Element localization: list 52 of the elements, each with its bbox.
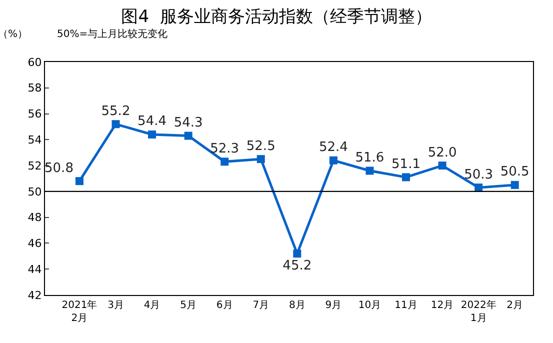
data-label: 50.5: [500, 164, 530, 180]
data-label: 50.3: [464, 167, 494, 182]
point: [402, 173, 410, 182]
y-tick-label: 48: [28, 211, 42, 224]
data-label: 52.4: [318, 140, 348, 156]
data-label: 45.2: [282, 258, 312, 274]
y-tick-label: 54: [28, 134, 42, 147]
data-label: 54.4: [138, 114, 167, 130]
point: [366, 166, 374, 175]
data-label: 52.3: [210, 141, 240, 156]
data-label: 52.0: [428, 145, 457, 160]
data-label: 54.3: [174, 116, 203, 131]
point: [293, 250, 302, 258]
data-label: 52.5: [246, 138, 276, 154]
data-label: 55.2: [101, 104, 130, 119]
y-tick-label: 56: [28, 108, 42, 121]
y-tick-label: 46: [28, 237, 42, 250]
x-tick-label: 2022年 1月: [460, 299, 496, 324]
y-axis-title: （%）: [0, 29, 28, 40]
x-tick-label: 3月: [108, 300, 124, 311]
y-tick-label: 60: [28, 56, 42, 69]
y-tick-label: 52: [28, 159, 42, 172]
x-tick-label: 8月: [288, 300, 306, 311]
point: [256, 155, 265, 164]
point: [510, 180, 519, 189]
x-tick-label: 2月: [506, 300, 524, 311]
x-tick-label: 11月: [394, 300, 418, 311]
point: [438, 162, 446, 170]
x-tick-label: 7月: [252, 300, 270, 311]
x-tick-label: 10月: [358, 300, 382, 311]
y-tick-label: 42: [28, 288, 42, 302]
y-tick-label: 58: [28, 82, 42, 95]
x-tick-label: 6月: [216, 300, 233, 311]
point: [474, 184, 483, 192]
point: [148, 130, 156, 138]
y-tick-label: 44: [28, 262, 42, 276]
x-tick-label: 2021年 2月: [62, 299, 98, 324]
x-tick-label: 4月: [144, 300, 160, 311]
text: 50%=与上月比较无变化: [57, 28, 168, 40]
x-tick-label: 5月: [180, 300, 197, 311]
x-tick-label: 12月: [430, 300, 454, 311]
data-label: 50.8: [44, 160, 74, 176]
point: [112, 120, 120, 128]
point: [220, 158, 229, 166]
data-label: 51.6: [355, 150, 384, 166]
point: [329, 156, 338, 164]
x-tick-label: 9月: [325, 300, 342, 311]
data-label: 51.1: [392, 156, 420, 172]
point: [75, 177, 84, 186]
chart-title: 图4 服务业商务活动指数（经季节调整）: [121, 7, 432, 28]
point: [184, 132, 192, 140]
y-tick-label: 50: [28, 185, 42, 198]
